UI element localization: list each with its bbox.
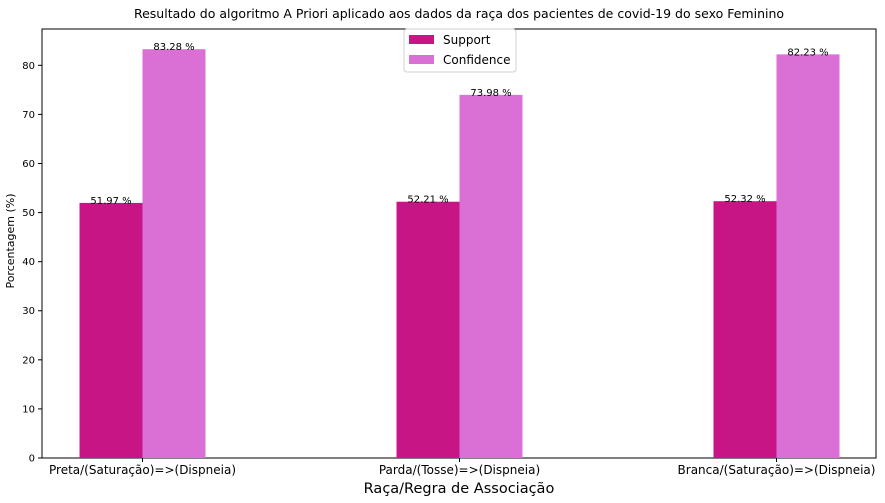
legend-label-confidence: Confidence <box>443 53 510 67</box>
legend: Support Confidence <box>403 28 517 73</box>
chart-title: Resultado do algoritmo A Priori aplicado… <box>134 6 784 21</box>
y-tick-label: 80 <box>22 61 35 72</box>
bars <box>79 49 840 459</box>
y-tick-label: 20 <box>22 355 35 366</box>
legend-swatch-confidence <box>409 55 434 64</box>
bar-support <box>79 202 143 458</box>
y-tick-label: 50 <box>22 208 35 219</box>
bar-support <box>396 201 460 458</box>
bar-value-label: 52.21 % <box>407 195 448 206</box>
y-axis: 0 10 20 30 40 50 60 70 80 <box>22 61 42 465</box>
bar-support <box>713 201 777 458</box>
bar-confidence <box>776 54 840 459</box>
bar-value-label: 52.32 % <box>724 194 765 205</box>
x-axis-label: Raça/Regra de Associação <box>364 481 555 497</box>
bar-value-label: 73.98 % <box>470 88 511 99</box>
x-tick-label: Branca/(Saturação)=>(Dispneia) <box>678 463 876 477</box>
bar-value-label: 51.97 % <box>90 196 131 207</box>
legend-label-support: Support <box>443 33 491 47</box>
x-tick-label: Parda/(Tosse)=>(Dispneia) <box>379 463 540 477</box>
y-tick-label: 10 <box>22 404 35 415</box>
y-tick-label: 70 <box>22 110 35 121</box>
y-tick-label: 30 <box>22 306 35 317</box>
y-axis-label: Porcentagem (%) <box>4 193 17 288</box>
bar-value-label: 83.28 % <box>153 42 194 53</box>
y-tick-label: 40 <box>22 257 35 268</box>
bar-labels: 51.97 % 52.21 % 52.32 % 83.28 % 73.98 % 82.23… <box>90 42 828 207</box>
x-axis: Preta/(Saturação)=>(Dispneia) Parda/(Toss… <box>49 458 875 477</box>
legend-swatch-support <box>409 35 434 44</box>
bar-confidence <box>142 49 206 459</box>
y-tick-label: 0 <box>29 454 35 465</box>
x-tick-label: Preta/(Saturação)=>(Dispneia) <box>49 463 236 477</box>
y-tick-label: 60 <box>22 159 35 170</box>
bar-confidence <box>459 94 523 458</box>
bar-value-label: 82.23 % <box>787 47 828 58</box>
